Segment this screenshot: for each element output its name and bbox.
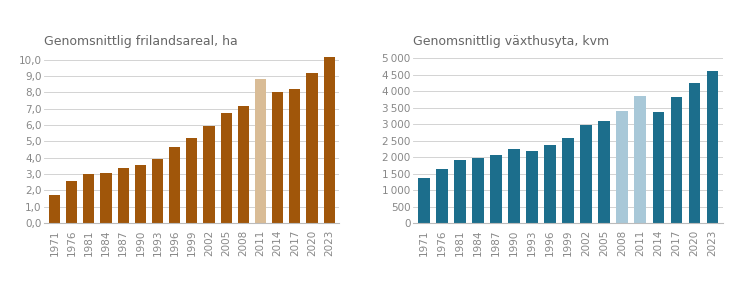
Bar	[635, 96, 646, 223]
Bar	[100, 173, 111, 223]
Bar	[562, 138, 574, 223]
Bar	[169, 147, 180, 223]
Bar	[545, 144, 556, 223]
Bar	[689, 84, 700, 223]
Bar	[272, 92, 283, 223]
Bar	[83, 174, 94, 223]
Bar	[526, 151, 538, 223]
Bar	[117, 168, 129, 223]
Bar	[616, 111, 628, 223]
Text: Genomsnittlig frilandsareal, ha: Genomsnittlig frilandsareal, ha	[44, 35, 238, 47]
Bar	[599, 121, 610, 223]
Bar	[66, 180, 77, 223]
Bar	[472, 158, 484, 223]
Bar	[135, 165, 146, 223]
Bar	[671, 97, 682, 223]
Bar	[186, 138, 198, 223]
Bar	[221, 113, 232, 223]
Bar	[455, 160, 466, 223]
Bar	[418, 178, 430, 223]
Text: Genomsnittlig växthusyta, kvm: Genomsnittlig växthusyta, kvm	[413, 35, 610, 47]
Bar	[306, 73, 317, 223]
Bar	[49, 195, 61, 223]
Bar	[204, 126, 215, 223]
Bar	[255, 79, 266, 223]
Bar	[508, 149, 520, 223]
Bar	[706, 71, 718, 223]
Bar	[580, 125, 592, 223]
Bar	[289, 89, 300, 223]
Bar	[238, 106, 249, 223]
Bar	[436, 169, 448, 223]
Bar	[323, 57, 335, 223]
Bar	[490, 155, 502, 223]
Bar	[152, 159, 163, 223]
Bar	[652, 112, 664, 223]
